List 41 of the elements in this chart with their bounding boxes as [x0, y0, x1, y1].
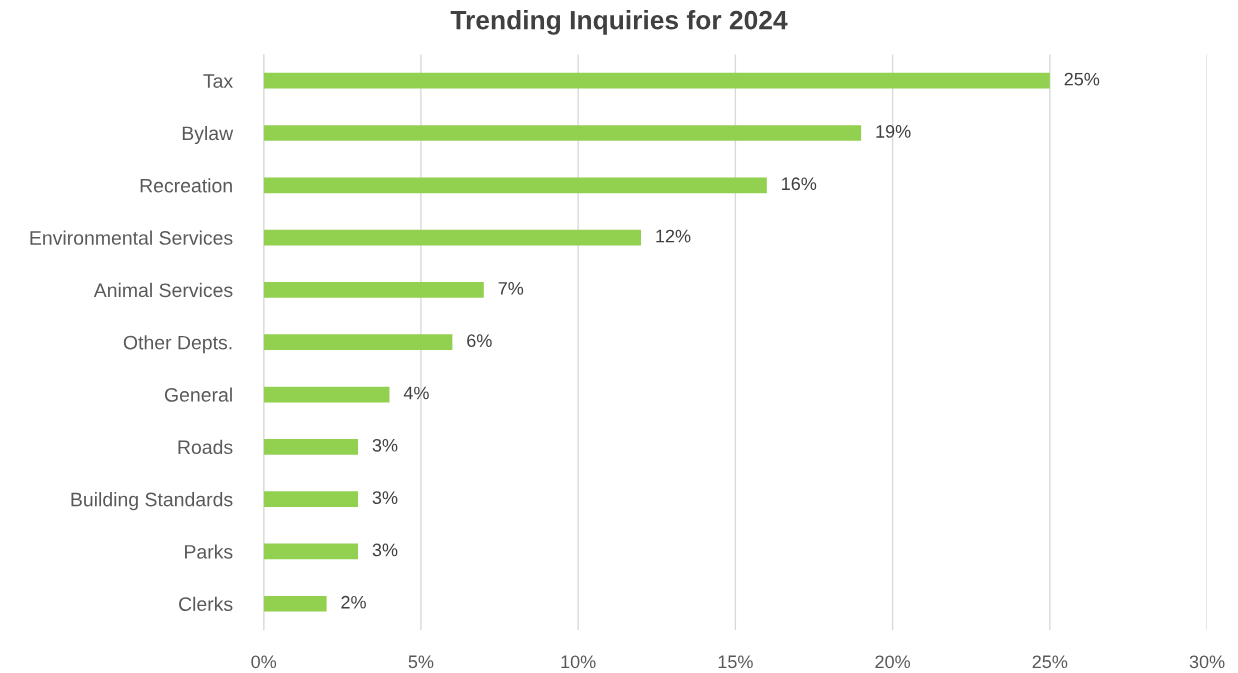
x-tick-label: 20%: [875, 655, 911, 669]
data-label: 25%: [1064, 72, 1100, 86]
y-tick-label: Building Standards: [71, 492, 233, 511]
bar: [263, 125, 862, 141]
data-label: 3%: [372, 543, 398, 557]
bar: [263, 177, 767, 194]
x-tick-label: 25%: [1032, 655, 1068, 669]
y-tick-label: General: [164, 387, 232, 402]
data-label: 6%: [467, 334, 492, 348]
bar: [263, 282, 484, 298]
bar: [263, 386, 390, 403]
bar: [263, 334, 453, 351]
data-label: 7%: [498, 282, 524, 295]
y-tick-label: Animal Services: [93, 282, 233, 298]
data-label: 4%: [403, 386, 429, 400]
y-tick-label: Parks: [185, 544, 233, 559]
y-tick-label: Clerks: [179, 596, 233, 612]
y-tick-label: Other Depts.: [123, 335, 232, 354]
y-tick-label: Environmental Services: [30, 230, 233, 245]
x-tick-label: 5%: [408, 655, 434, 669]
data-label: 2%: [341, 595, 366, 609]
data-label: 12%: [656, 229, 691, 243]
bar: [263, 595, 327, 612]
data-label: 19%: [876, 125, 911, 138]
y-tick-label: Recreation: [140, 178, 232, 193]
y-tick-label: Roads: [178, 439, 233, 455]
bar: [263, 543, 359, 560]
x-tick-label: 15%: [718, 655, 753, 669]
data-label: 3%: [372, 438, 398, 452]
data-label: 3%: [372, 491, 398, 504]
chart-title: Trending Inquiries for 2024: [450, 10, 788, 35]
bar: [263, 438, 359, 455]
x-tick-label: 30%: [1189, 655, 1225, 669]
y-tick-label: Tax: [203, 74, 233, 88]
x-tick-label: 10%: [561, 655, 596, 669]
bar: [263, 229, 642, 246]
bar: [263, 72, 1050, 89]
x-tick-label: 0%: [251, 655, 277, 669]
data-label: 16%: [782, 177, 817, 191]
bar: [263, 491, 359, 507]
y-tick-label: Bylaw: [182, 125, 234, 145]
